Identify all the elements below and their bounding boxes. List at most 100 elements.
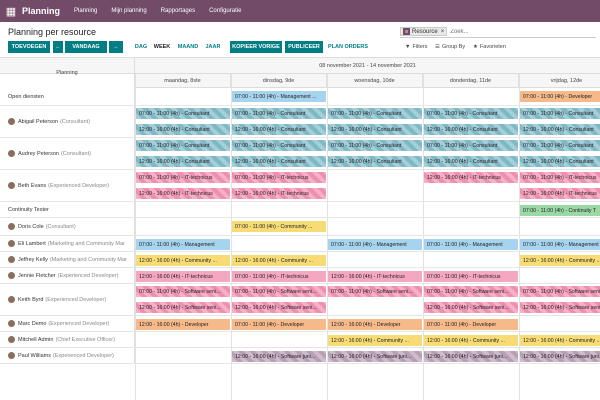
shift-pill[interactable]: 07:00 - 11:00 (4h) - Software seni...: [328, 286, 422, 297]
shift-pill[interactable]: 07:00 - 11:00 (4h) - Software seni...: [520, 286, 600, 297]
resource-name-cell[interactable]: Mitchell Admin (Chief Executive Officer): [0, 332, 135, 347]
resource-name-cell[interactable]: Open diensten: [0, 88, 135, 105]
shift-pill[interactable]: 07:00 - 11:00 (4h) - Community ...: [232, 221, 326, 232]
shift-pill[interactable]: 12:00 - 16:00 (4h) - Consultant: [232, 156, 326, 167]
shift-pill[interactable]: 12:00 - 16:00 (4h) - Software juni...: [520, 351, 600, 362]
shift-pill[interactable]: 07:00 - 11:00 (4h) - Developer: [232, 319, 326, 330]
menu-my-planning[interactable]: Mijn planning: [111, 8, 147, 14]
shift-pill[interactable]: 12:00 - 16:00 (4h) - Consultant: [424, 156, 518, 167]
menu-planning[interactable]: Planning: [74, 8, 98, 14]
resource-name-cell[interactable]: Continuity Tester: [0, 202, 135, 217]
shift-pill[interactable]: 07:00 - 11:00 (4h) - Developer: [520, 91, 600, 102]
shift-pill[interactable]: 12:00 - 16:00 (4h) - Consultant: [136, 156, 230, 167]
shift-pill[interactable]: 12:00 - 16:00 (4h) - Consultant: [136, 124, 230, 135]
plan-orders-button[interactable]: PLAN ORDERS: [327, 44, 369, 50]
prev-button[interactable]: ←: [53, 41, 63, 53]
shift-pill[interactable]: 12:00 - 16:00 (4h) - Software seni...: [136, 302, 230, 313]
favorites-button[interactable]: ★ Favorieten: [473, 41, 506, 53]
resource-name-cell[interactable]: Abigail Peterson (Consultant): [0, 106, 135, 137]
resource-name-cell[interactable]: Marc Demo (Experienced Developer): [0, 316, 135, 331]
shift-pill[interactable]: 07:00 - 11:00 (4h) - IT-technicus: [232, 271, 326, 282]
shift-pill[interactable]: 07:00 - 11:00 (4h) - Consultant: [520, 108, 600, 119]
shift-pill[interactable]: 07:00 - 11:00 (4h) - IT-technicus: [136, 172, 230, 183]
shift-pill[interactable]: 07:00 - 11:00 (4h) - Management: [424, 239, 518, 250]
shift-pill[interactable]: 07:00 - 11:00 (4h) - Software seni...: [136, 286, 230, 297]
today-button[interactable]: VANDAAG: [65, 41, 107, 53]
shift-pill[interactable]: 12:00 - 16:00 (4h) - Developer: [328, 319, 422, 330]
shift-pill[interactable]: 12:00 - 16:00 (4h) - Consultant: [232, 124, 326, 135]
shift-pill[interactable]: 07:00 - 11:00 (4h) - Consultant: [136, 108, 230, 119]
shift-pill[interactable]: 12:00 - 16:00 (4h) - Community ...: [520, 335, 600, 346]
shift-pill[interactable]: 07:00 - 11:00 (4h) - Consultant: [328, 108, 422, 119]
resource-name-cell[interactable]: Keith Byrd (Experienced Developer): [0, 284, 135, 315]
shift-pill[interactable]: 12:00 - 16:00 (4h) - Software seni...: [520, 302, 600, 313]
shift-pill[interactable]: 12:00 - 16:00 (4h) - Community ...: [424, 335, 518, 346]
shift-pill[interactable]: 07:00 - 11:00 (4h) - IT-technicus: [520, 172, 600, 183]
shift-pill[interactable]: 12:00 - 16:00 (4h) - Consultant: [520, 156, 600, 167]
resource-name-cell[interactable]: Audrey Peterson (Consultant): [0, 138, 135, 169]
shift-pill[interactable]: 07:00 - 11:00 (4h) - Software seni...: [232, 286, 326, 297]
menu-configuration[interactable]: Configuratie: [209, 8, 242, 14]
shift-pill[interactable]: 07:00 - 11:00 (4h) - IT-technicus: [424, 271, 518, 282]
search-input[interactable]: [450, 28, 571, 35]
shift-pill[interactable]: 12:00 - 16:00 (4h) - Community ...: [232, 255, 326, 266]
shift-pill[interactable]: 12:00 - 16:00 (4h) - IT-technicus: [232, 188, 326, 199]
shift-pill[interactable]: 07:00 - 11:00 (4h) - Software seni...: [424, 286, 518, 297]
shift-pill[interactable]: 07:00 - 11:00 (4h) - Management: [136, 239, 230, 250]
shift-pill[interactable]: 12:00 - 16:00 (4h) - IT-technicus: [328, 271, 422, 282]
search-facet[interactable]: ☰ Resource ×: [400, 27, 448, 36]
shift-pill[interactable]: 07:00 - 11:00 (4h) - Consultant: [328, 140, 422, 151]
shift-pill[interactable]: 07:00 - 11:00 (4h) - IT-technicus: [232, 172, 326, 183]
shift-pill[interactable]: 07:00 - 11:00 (4h) - Management: [520, 239, 600, 250]
shift-pill[interactable]: 07:00 - 11:00 (4h) - Consultant: [424, 108, 518, 119]
shift-pill[interactable]: 12:00 - 16:00 (4h) - Community ...: [520, 255, 600, 266]
publish-button[interactable]: PUBLICEER: [285, 41, 323, 53]
shift-pill[interactable]: 07:00 - 11:00 (4h) - Consultant: [424, 140, 518, 151]
shift-pill[interactable]: 07:00 - 11:00 (4h) - Consultant: [232, 108, 326, 119]
next-button[interactable]: →: [109, 41, 123, 53]
scale-day[interactable]: DAG: [134, 44, 148, 50]
copy-previous-button[interactable]: KOPIEER VORIGE: [230, 41, 282, 53]
shift-pill[interactable]: 12:00 - 16:00 (4h) - Software juni...: [424, 351, 518, 362]
shift-pill[interactable]: 12:00 - 16:00 (4h) - IT-technicus: [520, 188, 600, 199]
shift-pill[interactable]: 07:00 - 11:00 (4h) - Continuity T: [520, 205, 600, 216]
shift-pill[interactable]: 12:00 - 16:00 (4h) - IT-technicus: [136, 188, 230, 199]
resource-name-cell[interactable]: Paul Williams (Experienced Developer): [0, 348, 135, 363]
shift-pill[interactable]: 12:00 - 16:00 (4h) - Software seni...: [424, 302, 518, 313]
shift-pill[interactable]: 07:00 - 11:00 (4h) - Consultant: [232, 140, 326, 151]
groupby-button[interactable]: ☰ Group By: [435, 41, 465, 53]
app-name[interactable]: Planning: [22, 6, 60, 16]
shift-pill[interactable]: 12:00 - 16:00 (4h) - Developer: [136, 319, 230, 330]
scale-year[interactable]: JAAR: [205, 44, 221, 50]
shift-pill[interactable]: 12:00 - 16:00 (4h) - Software seni...: [232, 302, 326, 313]
resource-name-cell[interactable]: Doris Cole (Consultant): [0, 218, 135, 235]
shift-pill[interactable]: 12:00 - 16:00 (4h) - Consultant: [424, 124, 518, 135]
shift-pill[interactable]: 12:00 - 16:00 (4h) - Consultant: [328, 124, 422, 135]
avatar: [8, 272, 15, 279]
shift-pill[interactable]: 12:00 - 16:00 (4h) - Community ...: [136, 255, 230, 266]
search-bar[interactable]: ☰ Resource ×: [400, 26, 596, 38]
shift-pill[interactable]: 07:00 - 11:00 (4h) - Management: [328, 239, 422, 250]
apps-grid-icon[interactable]: ▦: [5, 5, 17, 18]
scale-month[interactable]: MAAND: [177, 44, 199, 50]
shift-pill[interactable]: 12:00 - 16:00 (4h) - Software juni...: [328, 351, 422, 362]
shift-pill[interactable]: 12:00 - 16:00 (4h) - IT-technicus: [136, 271, 230, 282]
add-button[interactable]: TOEVOEGEN: [8, 41, 50, 53]
filters-button[interactable]: ▼ Filters: [405, 41, 427, 53]
shift-pill[interactable]: 07:00 - 11:00 (4h) - Developer: [424, 319, 518, 330]
shift-pill[interactable]: 12:00 - 16:00 (4h) - Community ...: [328, 335, 422, 346]
shift-pill[interactable]: 12:00 - 16:00 (4h) - IT-technicus: [424, 172, 518, 183]
shift-pill[interactable]: 07:00 - 11:00 (4h) - Consultant: [136, 140, 230, 151]
shift-pill[interactable]: 12:00 - 16:00 (4h) - Consultant: [520, 124, 600, 135]
scale-week[interactable]: WEEK: [153, 44, 171, 50]
shift-pill[interactable]: 07:00 - 11:00 (4h) - Management ...: [232, 91, 326, 102]
resource-name-cell[interactable]: Jeffrey Kelly (Marketing and Community Ma…: [0, 252, 135, 267]
shift-pill[interactable]: 12:00 - 16:00 (4h) - Consultant: [328, 156, 422, 167]
shift-pill[interactable]: 12:00 - 16:00 (4h) - Software juni...: [232, 351, 326, 362]
facet-remove-icon[interactable]: ×: [440, 28, 445, 35]
shift-pill[interactable]: 07:00 - 11:00 (4h) - Consultant: [520, 140, 600, 151]
resource-name-cell[interactable]: Eli Lambert (Marketing and Community Mar: [0, 236, 135, 251]
menu-reports[interactable]: Rapportages: [160, 8, 196, 14]
resource-name-cell[interactable]: Jennie Fletcher (Experienced Developer): [0, 268, 135, 283]
resource-name-cell[interactable]: Beth Evans (Experienced Developer): [0, 170, 135, 201]
